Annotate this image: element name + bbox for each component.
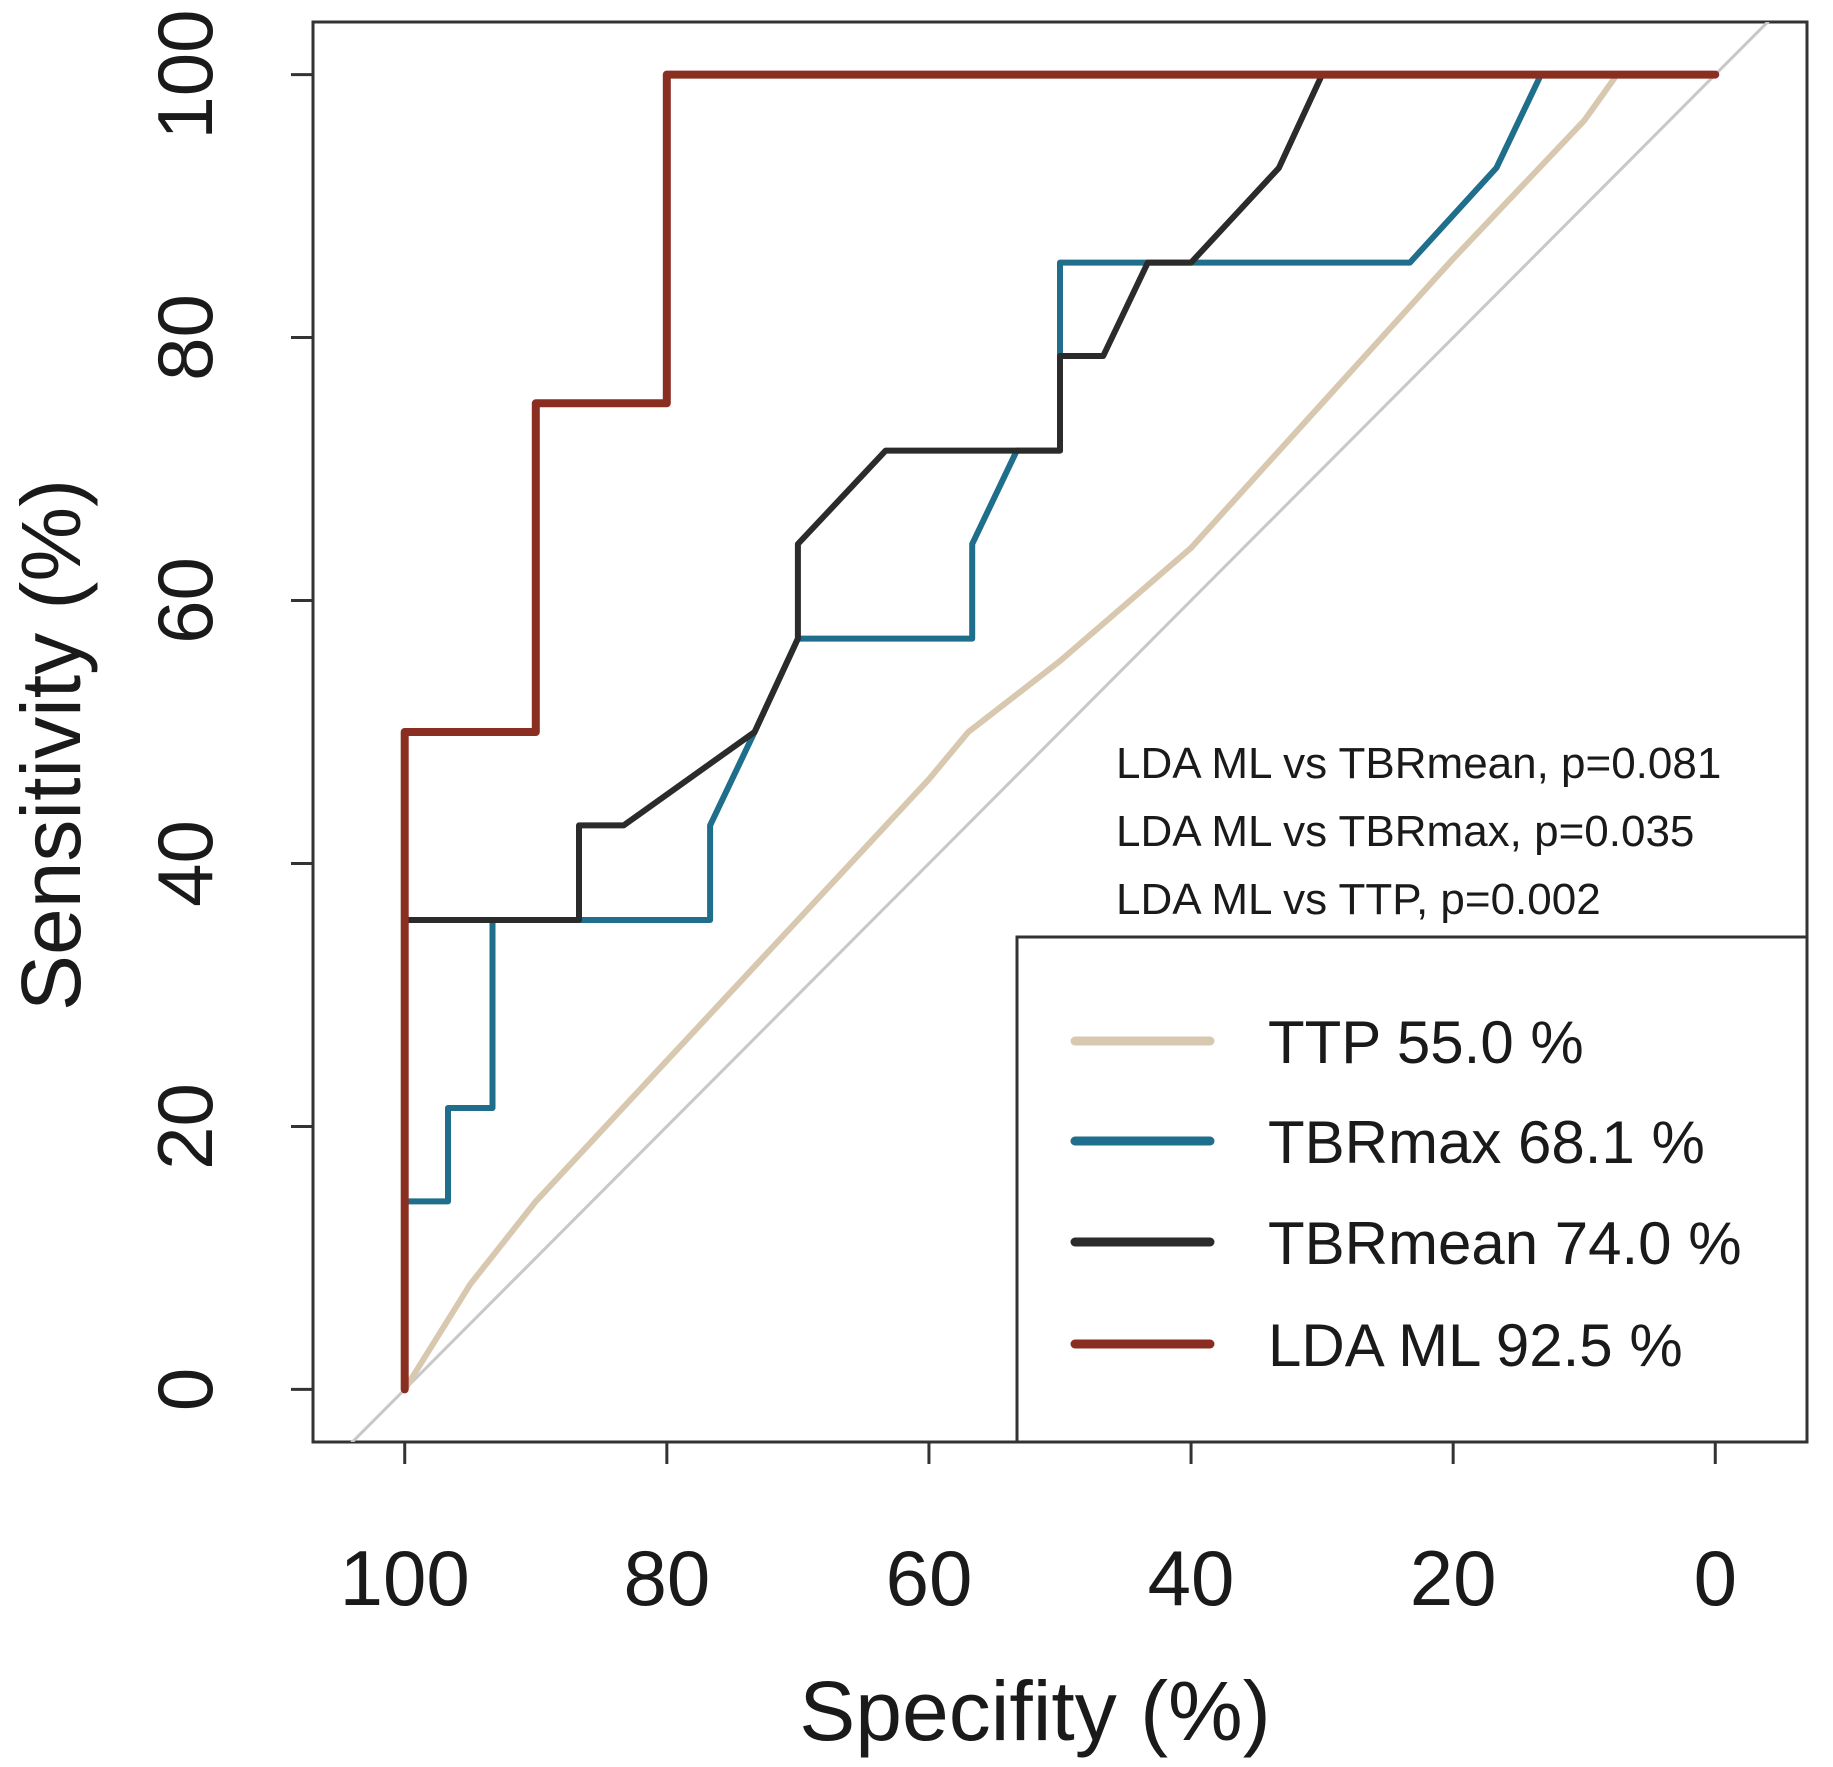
x-tick-label: 40 (1148, 1534, 1235, 1622)
annotation-tbrmax-pvalue: LDA ML vs TBRmax, p=0.035 (1116, 807, 1694, 856)
legend: TTP 55.0 % TBRmax 68.1 % TBRmean 74.0 % … (1015, 935, 1809, 1444)
series-line-tbrmean (401, 71, 1719, 1393)
x-tick-label: 60 (886, 1534, 973, 1622)
y-tick-label: 100 (141, 10, 229, 140)
y-tick-label: 20 (141, 1083, 229, 1170)
annotation-ttp-pvalue: LDA ML vs TTP, p=0.002 (1116, 875, 1601, 924)
series-line-lda-ml (400, 70, 1720, 1394)
annotation-tbrmean-pvalue: LDA ML vs TBRmean, p=0.081 (1116, 739, 1721, 788)
x-tick-label: 80 (623, 1534, 710, 1622)
x-tick-label: 0 (1694, 1534, 1737, 1622)
y-tick-label: 80 (141, 294, 229, 381)
y-tick-label: 60 (141, 557, 229, 644)
y-tick-label: 0 (141, 1368, 229, 1411)
legend-label-tbrmean: TBRmean 74.0 % (1268, 1210, 1742, 1277)
x-tick-label: 100 (340, 1534, 470, 1622)
legend-box (1015, 935, 1809, 1444)
legend-label-ttp: TTP 55.0 % (1268, 1009, 1584, 1076)
y-axis-title: Sensitivity (%) (4, 479, 98, 1011)
y-tick-label: 40 (141, 820, 229, 907)
legend-label-tbrmax: TBRmax 68.1 % (1268, 1109, 1705, 1176)
legend-label-lda-ml: LDA ML 92.5 % (1268, 1312, 1683, 1379)
x-axis-title: Specifity (%) (799, 1664, 1270, 1758)
x-tick-label: 20 (1410, 1534, 1497, 1622)
series-line-ttp (401, 71, 1719, 1393)
reference-diagonal-line (350, 22, 1770, 1442)
